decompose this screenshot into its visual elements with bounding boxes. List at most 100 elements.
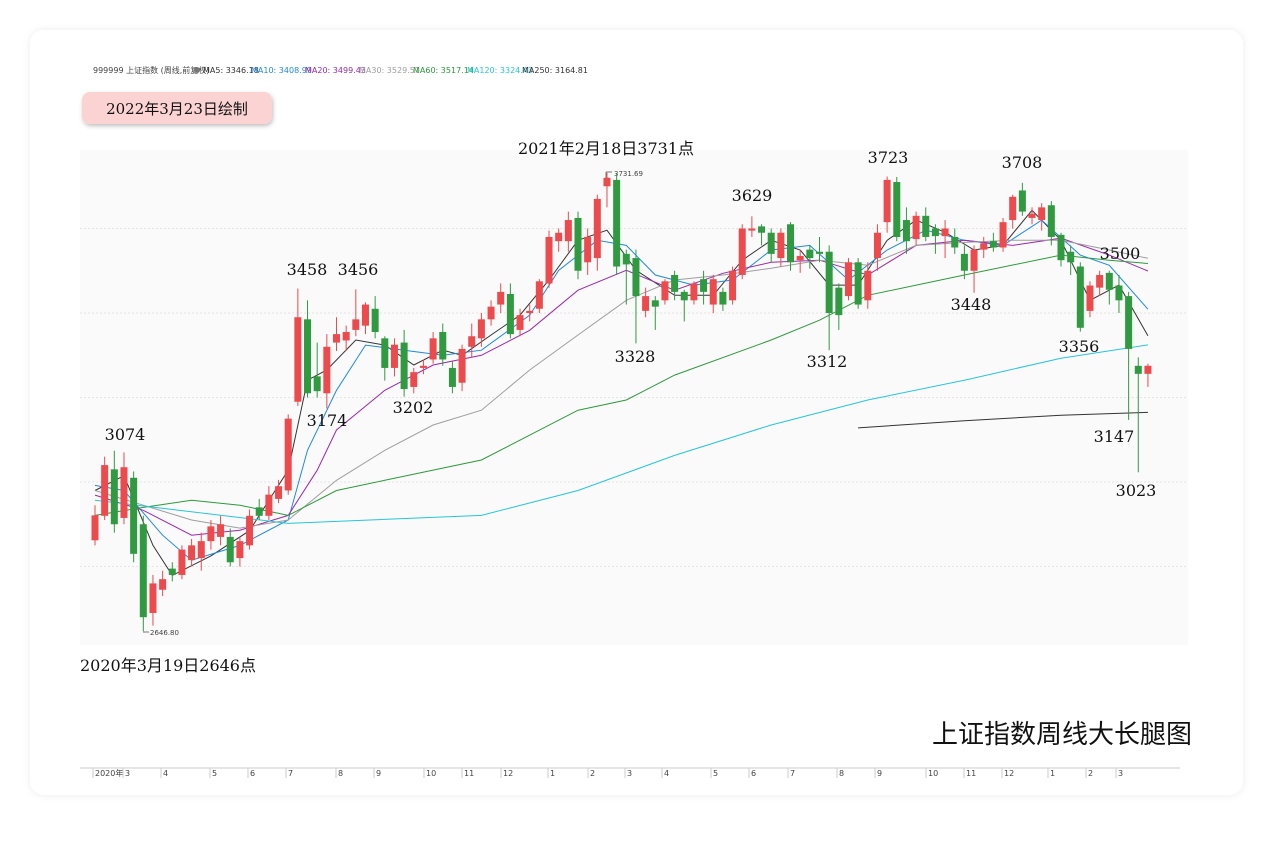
candle-body: [342, 332, 350, 341]
candle-body: [970, 249, 978, 271]
candle-body: [352, 319, 360, 330]
candle-body: [574, 217, 582, 271]
candle-body: [787, 224, 795, 263]
candle-body: [816, 251, 823, 254]
annotation: 3629: [732, 186, 773, 205]
x-tick-label: 9: [376, 769, 381, 778]
candle-body: [333, 334, 340, 343]
ma-line: [858, 411, 1148, 429]
candle-body: [101, 465, 109, 516]
x-tick-label: 4: [163, 769, 168, 778]
chart-title: 上证指数周线大长腿图: [932, 720, 1192, 750]
candle-body: [729, 270, 737, 301]
x-tick-label: 1: [550, 769, 555, 778]
annotation: 2021年2月18日3731点: [518, 139, 694, 158]
candle-body: [931, 228, 939, 237]
candle-body: [448, 367, 456, 387]
candle-body: [989, 241, 997, 248]
candle-body: [458, 348, 466, 383]
legend-label: MA5: 3346.18: [203, 66, 259, 75]
candle-body: [758, 226, 766, 233]
candle-body: [468, 336, 476, 347]
candle-body: [951, 236, 959, 248]
x-tick-label: 3: [125, 769, 130, 778]
candle-body: [564, 220, 572, 242]
legend-label: MA30: 3529.51: [359, 66, 420, 75]
x-tick-label: 8: [338, 769, 343, 778]
security-label: 999999 上证指数 (周线,前复权): [93, 65, 209, 75]
annotation: 3723: [868, 148, 909, 167]
candle-body: [390, 344, 398, 368]
candle-body: [159, 579, 167, 590]
high-label: 3731.69: [614, 170, 643, 178]
candle-body: [864, 270, 872, 301]
candle-body: [361, 304, 369, 326]
annotation: 3023: [1116, 481, 1157, 500]
date-box: [82, 92, 272, 124]
candle-body: [1047, 205, 1055, 237]
annotation: 3074: [105, 425, 146, 444]
candle-body: [960, 253, 968, 271]
candle-body: [149, 583, 157, 613]
candle-body: [651, 300, 659, 307]
x-tick-label: 11: [966, 769, 976, 778]
candle-body: [1105, 272, 1113, 290]
candle-body: [902, 220, 910, 242]
x-tick-label: 10: [426, 769, 436, 778]
candle-body: [526, 310, 534, 313]
x-tick-label: 3: [1118, 769, 1123, 778]
candle-body: [1144, 365, 1152, 374]
candle-body: [1115, 285, 1123, 301]
candle-body: [700, 279, 708, 292]
candle-body: [690, 283, 698, 301]
candle-body: [197, 541, 205, 559]
candle-body: [284, 418, 292, 491]
candle-body: [941, 228, 949, 237]
annotation: 3500: [1100, 244, 1141, 263]
candle-body: [130, 477, 138, 554]
candle-body: [477, 319, 485, 339]
x-tick-label: 7: [790, 769, 795, 778]
candle-body: [265, 494, 273, 516]
candle-body: [671, 274, 679, 292]
ma-line: [94, 237, 1149, 536]
candle-body: [777, 232, 785, 259]
candle-body: [709, 279, 717, 305]
candle-body: [1057, 234, 1065, 261]
candle-body: [110, 469, 118, 525]
candle-body: [91, 515, 99, 541]
candle-body: [419, 365, 427, 368]
candle-body: [381, 338, 389, 368]
candle-body: [400, 342, 408, 390]
candle-body: [1028, 213, 1036, 218]
candle-body: [1076, 266, 1084, 328]
candle-body: [535, 281, 543, 309]
candle-body: [1018, 190, 1026, 212]
candle-body: [226, 536, 234, 563]
x-tick-label: 2: [1088, 769, 1093, 778]
candle-body: [304, 319, 312, 394]
candle-body: [410, 372, 418, 387]
annotation: 3456: [338, 260, 379, 279]
x-tick-label: 12: [1004, 769, 1014, 778]
x-tick-label: 11: [464, 769, 474, 778]
candle-body: [236, 541, 244, 559]
legend-label: MA120: 3324.43: [467, 66, 533, 75]
x-tick-label: 10: [928, 769, 938, 778]
candle-body: [497, 291, 505, 305]
drawn-date: 2022年3月23日绘制: [106, 100, 248, 118]
candle-body: [555, 232, 563, 242]
candle-body: [1086, 285, 1094, 311]
candle-body: [487, 306, 495, 320]
candle-body: [835, 287, 843, 316]
legend-label: MA20: 3499.43: [305, 66, 366, 75]
candle-body: [767, 232, 775, 254]
x-tick-label: 5: [713, 769, 718, 778]
candle-body: [1134, 365, 1142, 374]
annotation: 3328: [615, 347, 656, 366]
x-tick-label: 6: [751, 769, 756, 778]
candle-body: [806, 249, 814, 259]
legend-label: MA250: 3164.81: [522, 66, 588, 75]
annotation: 3202: [393, 398, 434, 417]
